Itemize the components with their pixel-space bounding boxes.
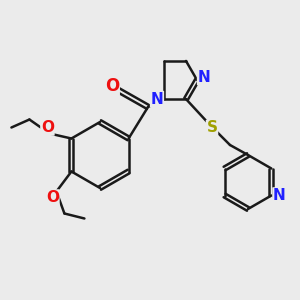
Text: N: N [151,92,164,106]
Text: N: N [198,70,210,85]
Text: O: O [105,77,119,95]
Text: O: O [41,120,54,135]
Text: O: O [46,190,59,205]
Text: N: N [273,188,286,203]
Text: S: S [206,121,218,136]
